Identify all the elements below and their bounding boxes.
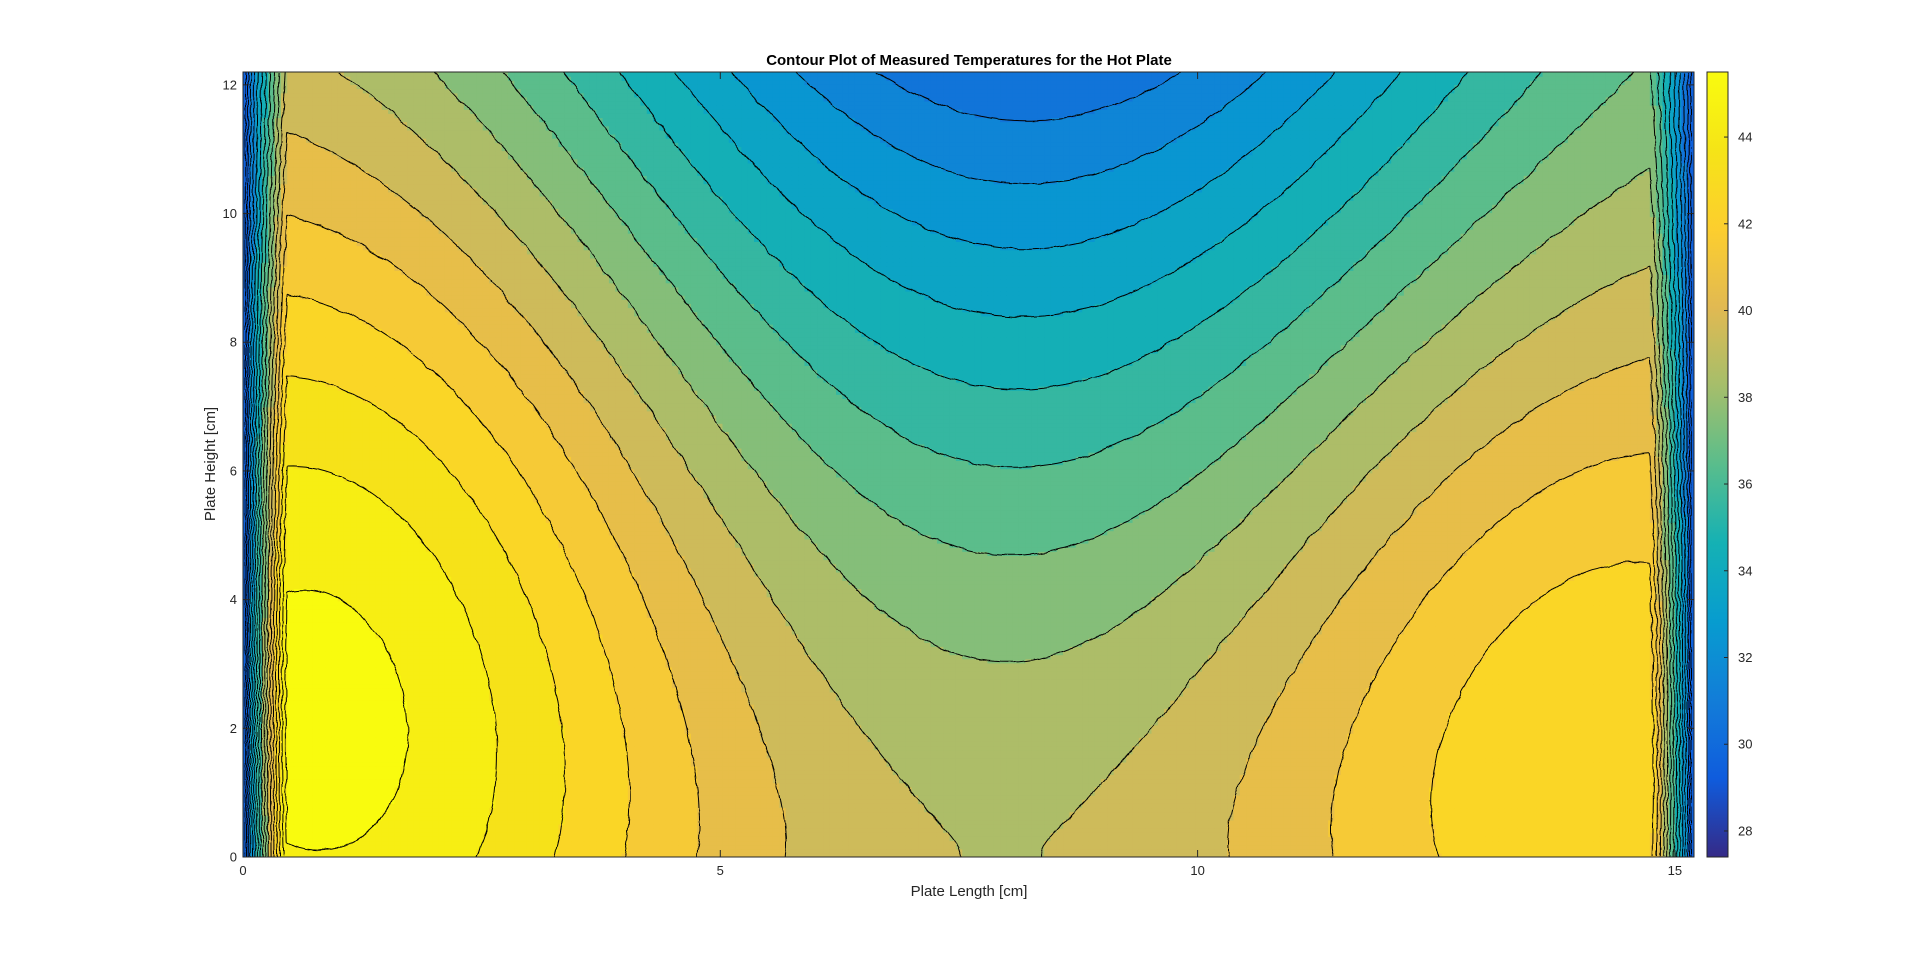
y-tick-label: 0 — [230, 850, 237, 865]
y-tick-label: 6 — [230, 463, 237, 478]
x-tick-label: 5 — [717, 863, 724, 878]
colorbar-tick-label: 44 — [1738, 130, 1752, 145]
colorbar-tick-label: 34 — [1738, 563, 1752, 578]
colorbar-fill — [1707, 72, 1728, 857]
colorbar-tick-label: 28 — [1738, 823, 1752, 838]
y-tick-label: 8 — [230, 335, 237, 350]
y-axis-label: Plate Height [cm] — [202, 407, 219, 521]
colorbar-tick-label: 32 — [1738, 650, 1752, 665]
y-tick-label: 10 — [223, 206, 237, 221]
colorbar-tick-label: 42 — [1738, 216, 1752, 231]
chart-title: Contour Plot of Measured Temperatures fo… — [766, 52, 1172, 69]
colorbar-tick-label: 40 — [1738, 303, 1752, 318]
plot-area — [243, 72, 1695, 858]
x-tick-label: 10 — [1190, 863, 1204, 878]
colorbar: 28 30 32 34 36 38 40 42 44 — [1707, 72, 1752, 857]
colorbar-tick-label: 38 — [1738, 390, 1752, 405]
y-tick-label: 4 — [230, 592, 237, 607]
contour-fill-layer — [243, 72, 1695, 858]
x-axis-label: Plate Length [cm] — [911, 883, 1028, 900]
x-tick-label: 15 — [1668, 863, 1682, 878]
y-tick-label: 12 — [223, 77, 237, 92]
x-tick-label: 0 — [239, 863, 246, 878]
colorbar-tick-label: 36 — [1738, 477, 1752, 492]
colorbar-tick-label: 30 — [1738, 737, 1752, 752]
y-tick-label: 2 — [230, 721, 237, 736]
